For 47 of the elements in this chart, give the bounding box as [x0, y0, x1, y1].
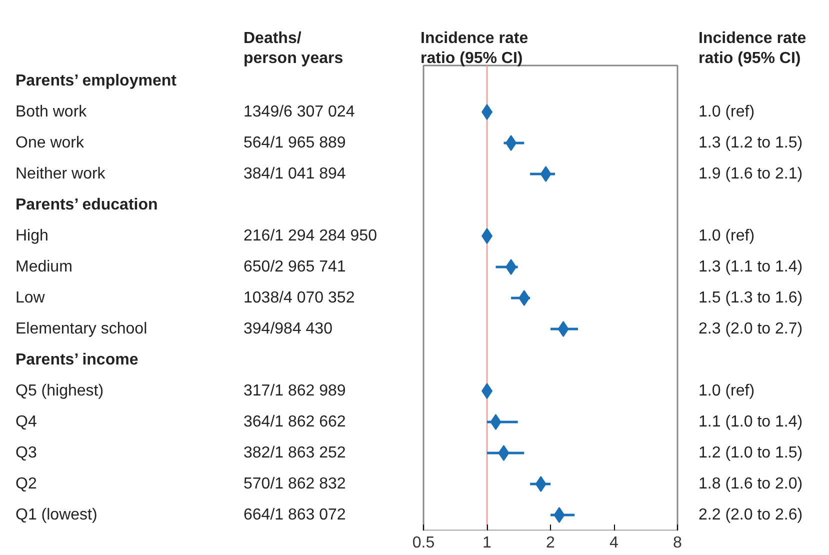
category-label: Parents’ education	[16, 196, 158, 214]
x-tick-label: 2	[546, 534, 556, 552]
text: 1.8 (1.6 to 2.0)	[698, 476, 803, 492]
x-tick-label: 4	[610, 534, 619, 552]
category-label: Q3	[16, 444, 37, 462]
annotation: Incidence rate ratio (95% CI)	[420, 30, 528, 67]
category-label: High	[16, 228, 48, 244]
text: 384/1 041 894	[244, 166, 346, 182]
text: 664/1 863 072	[244, 506, 346, 524]
text: 317/1 862 989	[244, 382, 346, 400]
category-label: Medium	[16, 258, 72, 276]
category-label: Both work	[16, 104, 87, 120]
text: Incidence rate ratio (95% CI)	[698, 30, 806, 67]
text: 650/2 965 741	[244, 258, 346, 276]
text: 382/1 863 252	[244, 444, 346, 462]
category-label: Elementary school	[16, 320, 148, 338]
text: 394/984 430	[244, 320, 333, 338]
text: 1.2 (1.0 to 1.5)	[698, 444, 803, 462]
x-tick-label: 1	[482, 534, 492, 552]
text: 570/1 862 832	[244, 476, 346, 492]
text: 364/1 862 662	[244, 414, 346, 430]
text: 1.0 (ref)	[698, 228, 755, 244]
text: 1038/4 070 352	[244, 290, 355, 306]
text: 1349/6 307 024	[244, 104, 355, 120]
category-label: One work	[16, 134, 84, 152]
category-label: Q2	[16, 476, 37, 492]
text: 1.0 (ref)	[698, 382, 755, 400]
text: 1.9 (1.6 to 2.1)	[698, 166, 803, 182]
category-label: Q4	[16, 414, 37, 430]
text: 216/1 294 284 950	[244, 228, 378, 244]
text: 1.3 (1.1 to 1.4)	[698, 258, 803, 276]
text: 1.5 (1.3 to 1.6)	[698, 290, 803, 306]
category-label: Q1 (lowest)	[16, 506, 98, 524]
text: 1.0 (ref)	[698, 104, 755, 120]
category-label: Parents’ employment	[16, 72, 176, 90]
text: 1.1 (1.0 to 1.4)	[698, 414, 803, 430]
category-label: Neither work	[16, 166, 106, 182]
category-label: Q5 (highest)	[16, 382, 104, 400]
text: 564/1 965 889	[244, 134, 346, 152]
text: 1.3 (1.2 to 1.5)	[698, 134, 803, 152]
category-label: Parents’ income	[16, 352, 138, 368]
category-label: Low	[16, 290, 45, 306]
text: Deaths/ person years	[244, 30, 344, 67]
text: 2.2 (2.0 to 2.6)	[698, 506, 803, 524]
text: 2.3 (2.0 to 2.7)	[698, 320, 803, 338]
x-tick-label: 0.5	[412, 534, 435, 552]
x-tick-label: 8	[673, 534, 682, 552]
